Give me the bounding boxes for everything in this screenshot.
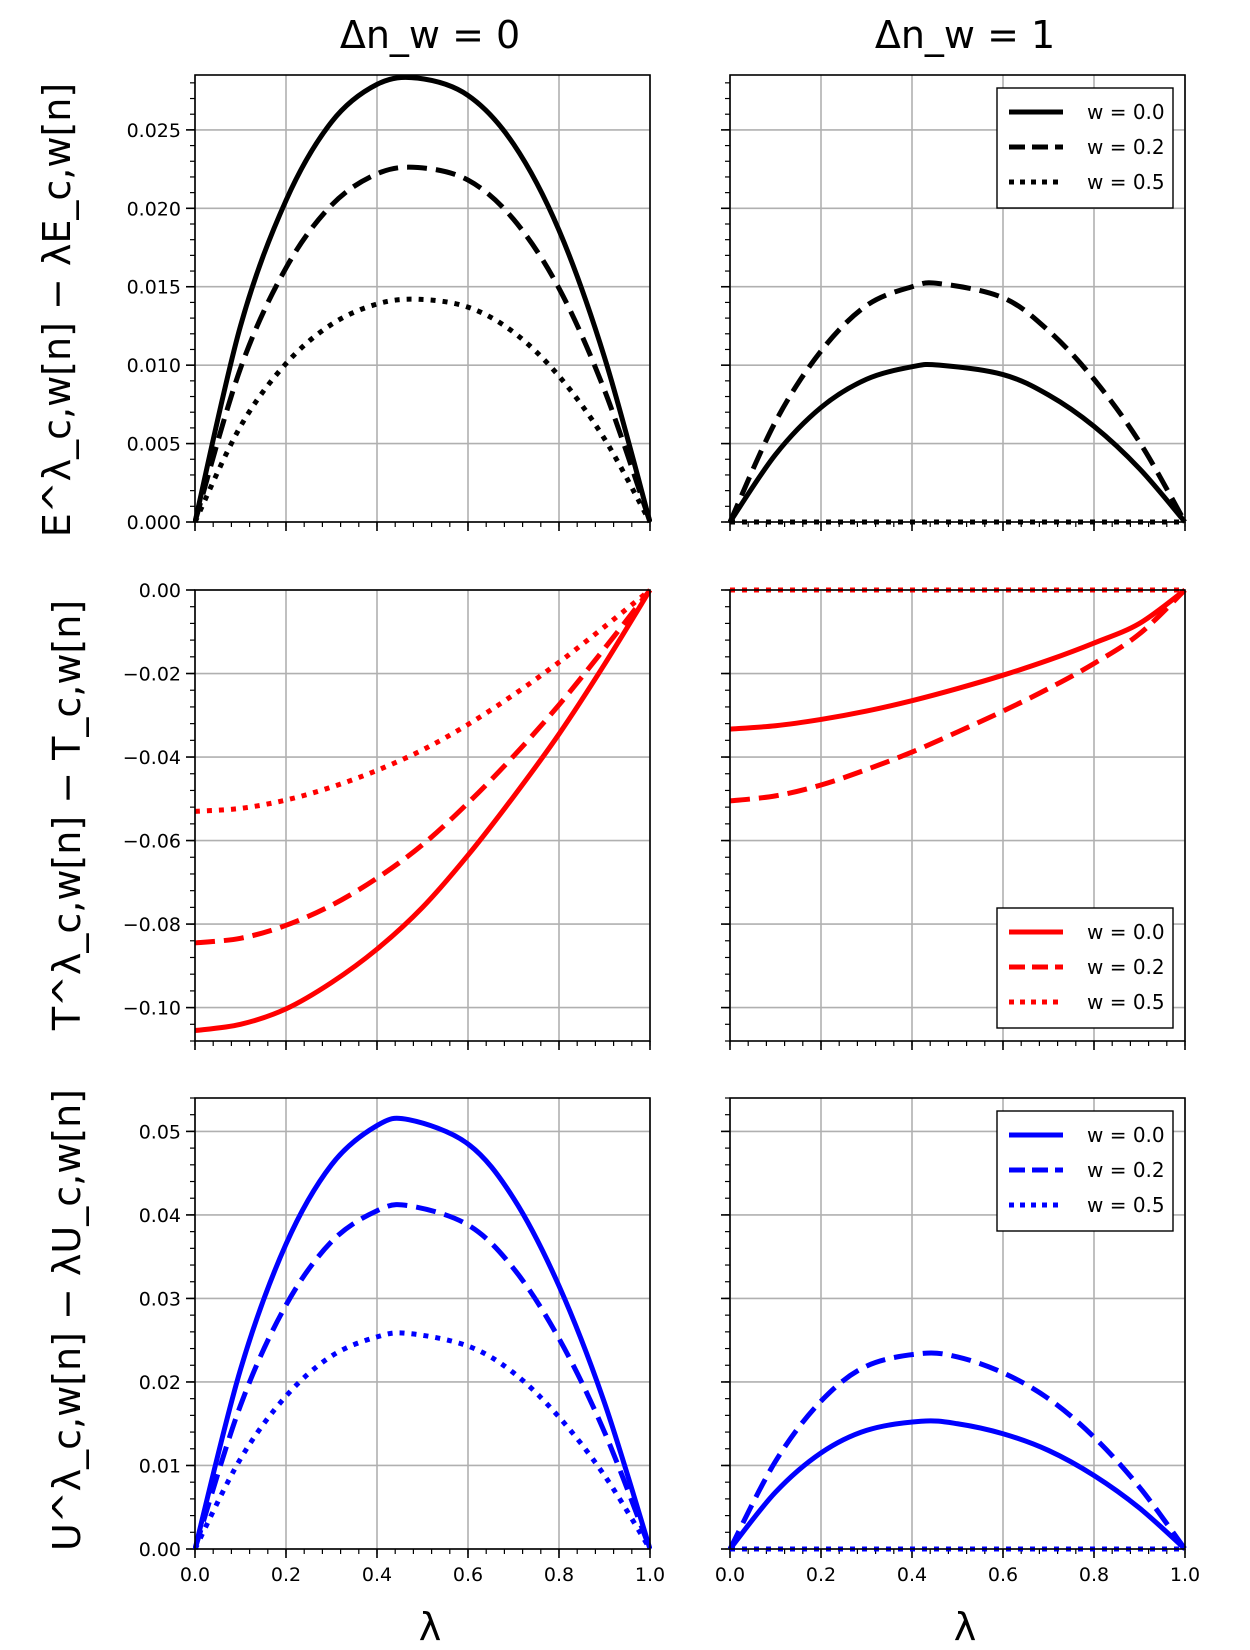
panel-U-dn0: 0.0 0.2 0.4 0.6 0.8 1.0 0.00 0.01 0.02 0.03 0.04 0.… [139, 1097, 665, 1586]
y-tick-label: 0.000 [127, 512, 181, 534]
series-line-dashed-w-0-2 [193, 1202, 652, 1550]
plot-frame [729, 1097, 1186, 1550]
column-title-0: Δn_w = 0 [340, 13, 520, 57]
y-tick-label: 0.01 [139, 1455, 181, 1477]
y-tick-label: −0.02 [123, 664, 181, 686]
plot-frame [194, 1097, 651, 1550]
series-line-solid-w-0-0 [193, 74, 652, 523]
series-line-solid-w-0-0 [729, 587, 1187, 732]
legend: w = 0.0 w = 0.2 w = 0.5 [996, 907, 1174, 1029]
legend-label: w = 0.2 [1087, 135, 1165, 159]
series-line-solid-w-0-0 [728, 1418, 1187, 1551]
legend-label: w = 0.5 [1087, 1193, 1165, 1217]
ylabel-row-2: U^λ_c,w[n] − λU_c,w[n] [45, 1089, 89, 1551]
series-line-solid-w-0-0 [728, 361, 1187, 524]
x-tick-label: 1.0 [635, 1564, 665, 1586]
panel-E-dn0: 0.000 0.005 0.010 0.015 0.020 0.025 [127, 74, 652, 534]
y-tick-label: 0.04 [139, 1205, 181, 1227]
x-tick-label: 0.6 [453, 1564, 483, 1586]
series-line-solid-w-0-0 [193, 1115, 652, 1550]
legend-box [996, 1110, 1174, 1232]
series-line-dashed-w-0-2 [728, 280, 1187, 524]
y-tick-label: 0.015 [127, 277, 181, 299]
series-line-dashed-w-0-2 [729, 588, 1187, 804]
panel-E-dn1: w = 0.0 w = 0.2 w = 0.5 [721, 74, 1187, 531]
plot-area [195, 590, 650, 1041]
x-tick-label: 1.0 [1170, 1564, 1200, 1586]
x-tick-label: 0.2 [806, 1564, 836, 1586]
y-tick-label: 0.00 [139, 1539, 181, 1561]
legend-label: w = 0.5 [1087, 990, 1165, 1014]
plot-frame [194, 589, 651, 1042]
plot-frame [729, 74, 1186, 523]
y-tick-label: 0.03 [139, 1288, 181, 1310]
panel-T-dn1: w = 0.0 w = 0.2 w = 0.5 [721, 587, 1187, 1050]
xlabel-col-0: λ [419, 1605, 442, 1649]
series-line-dotted-w-0-5 [193, 1330, 652, 1551]
legend-box [996, 87, 1174, 209]
y-tick-label: 0.010 [127, 355, 181, 377]
x-tick-label: 0.2 [271, 1564, 301, 1586]
legend-label: w = 0.2 [1087, 955, 1165, 979]
x-tick-label: 0.6 [988, 1564, 1018, 1586]
y-tick-label: 0.02 [139, 1372, 181, 1394]
x-tick-label: 0.4 [362, 1564, 392, 1586]
y-tick-label: −0.06 [123, 831, 181, 853]
legend-label: w = 0.0 [1087, 1123, 1165, 1147]
series-line-dashed-w-0-2 [193, 164, 652, 523]
y-tick-label: 0.020 [127, 198, 181, 220]
y-tick-label: 0.025 [127, 120, 181, 142]
y-tick-label: 0.00 [139, 580, 181, 602]
series-line-solid-w-0-0 [194, 588, 652, 1034]
legend: w = 0.0 w = 0.2 w = 0.5 [996, 87, 1174, 209]
y-tick-label: 0.05 [139, 1121, 181, 1143]
legend-label: w = 0.0 [1087, 100, 1165, 124]
ylabel-row-0: E^λ_c,w[n] − λE_c,w[n] [35, 83, 79, 537]
y-tick-label: −0.10 [123, 998, 181, 1020]
panel-U-dn1: 0.0 0.2 0.4 0.6 0.8 1.0 w = 0.0 w = 0.2 w = 0.5 [715, 1097, 1200, 1586]
series-line-dashed-w-0-2 [728, 1350, 1187, 1551]
plot-area [195, 1098, 650, 1549]
panel-T-dn0: −0.10 −0.08 −0.06 −0.04 −0.02 0.00 [123, 580, 652, 1050]
y-tick-label: −0.04 [123, 747, 181, 769]
ylabel-row-1: T^λ_c,w[n] − T_c,w[n] [45, 600, 89, 1031]
x-tick-label: 0.8 [544, 1564, 574, 1586]
plot-frame [194, 74, 651, 523]
x-tick-label: 0.4 [897, 1564, 927, 1586]
legend-label: w = 0.5 [1087, 170, 1165, 194]
column-title-1: Δn_w = 1 [875, 13, 1055, 57]
y-tick-label: 0.005 [127, 434, 181, 456]
x-tick-label: 0.0 [180, 1564, 210, 1586]
x-tick-label: 0.0 [715, 1564, 745, 1586]
xlabel-col-1: λ [954, 1605, 977, 1649]
legend-label: w = 0.2 [1087, 1158, 1165, 1182]
y-tick-label: −0.08 [123, 914, 181, 936]
legend-label: w = 0.0 [1087, 920, 1165, 944]
plot-frame [729, 589, 1186, 1042]
x-tick-label: 0.8 [1079, 1564, 1109, 1586]
series-line-dashed-w-0-2 [194, 588, 652, 946]
legend-box [996, 907, 1174, 1029]
legend: w = 0.0 w = 0.2 w = 0.5 [996, 1110, 1174, 1232]
